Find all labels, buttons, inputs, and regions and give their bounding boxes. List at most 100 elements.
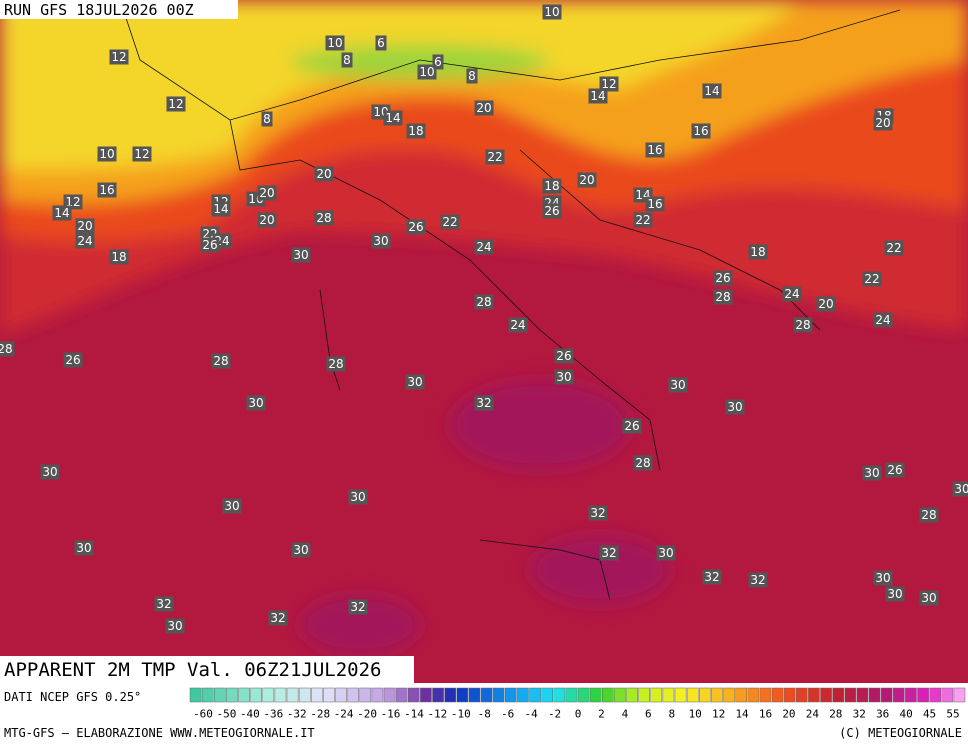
- scale-box: [189, 687, 202, 703]
- scale-tick-label: 10: [689, 708, 702, 721]
- contour-label: 14: [588, 88, 608, 104]
- scale-box: [456, 687, 469, 703]
- scale-box: [844, 687, 857, 703]
- label-text: 20: [316, 167, 331, 181]
- contour-label: 30: [885, 586, 905, 602]
- contour-label: 16: [645, 196, 665, 212]
- label-text: 32: [476, 396, 491, 410]
- scale-box: [650, 687, 663, 703]
- label-box: [816, 296, 836, 312]
- label-text: 26: [544, 204, 559, 218]
- label-box: [656, 545, 676, 561]
- scale-tick-label: -8: [478, 708, 491, 721]
- label-box: [554, 348, 574, 364]
- scale-tick-label: -36: [263, 708, 283, 721]
- label-text: 12: [601, 77, 616, 91]
- contour-label: 32: [268, 610, 288, 626]
- label-text: 14: [213, 202, 228, 216]
- label-box: [542, 178, 562, 194]
- scale-box: [905, 687, 917, 703]
- contour-label: 32: [702, 569, 722, 585]
- label-box: [314, 166, 334, 182]
- contour-label: 12: [166, 96, 186, 112]
- contour-label: 30: [74, 540, 94, 556]
- label-text: 8: [343, 53, 351, 67]
- scale-box: [626, 687, 638, 703]
- run-box: [0, 0, 238, 19]
- scale-box: [735, 687, 747, 703]
- scale-box: [262, 687, 275, 703]
- label-text: 28: [213, 354, 228, 368]
- contour-label: 30: [952, 481, 968, 497]
- label-box: [919, 507, 939, 523]
- label-box: [952, 481, 968, 497]
- map-title: APPARENT 2M TMP Val. 06Z21JUL2026: [4, 659, 382, 681]
- contour-label: 30: [862, 465, 882, 481]
- scale-box: [723, 687, 735, 703]
- scale-box: [711, 687, 723, 703]
- label-text: 10: [327, 36, 342, 50]
- scale-box: [286, 687, 299, 703]
- label-text: 26: [715, 271, 730, 285]
- label-box: [508, 317, 528, 333]
- label-box: [474, 395, 494, 411]
- label-box: [405, 374, 425, 390]
- contour-label: 14: [702, 83, 722, 99]
- contour-label: 18: [542, 178, 562, 194]
- label-box: [268, 610, 288, 626]
- contour-label: 30: [668, 377, 688, 393]
- label-text: 20: [818, 297, 833, 311]
- label-text: 28: [476, 295, 491, 309]
- label-box: [222, 498, 242, 514]
- scale-tick-label: -14: [404, 708, 424, 721]
- scale-tick-label: 2: [598, 708, 605, 721]
- contour-label: 26: [406, 219, 426, 235]
- label-box: [668, 377, 688, 393]
- label-text: 30: [373, 234, 388, 248]
- label-text: 16: [647, 143, 662, 157]
- scale-tick-label: 16: [759, 708, 772, 721]
- scale-box: [832, 687, 844, 703]
- contour-label: 24: [873, 312, 893, 328]
- label-text: 26: [65, 353, 80, 367]
- scale-box: [699, 687, 711, 703]
- label-box: [542, 4, 562, 20]
- label-text: 18: [408, 124, 423, 138]
- label-text: 30: [42, 465, 57, 479]
- contour-label: 22: [862, 271, 882, 287]
- label-box: [633, 212, 653, 228]
- contour-label: 32: [474, 395, 494, 411]
- contour-label: 32: [599, 545, 619, 561]
- label-text: 32: [270, 611, 285, 625]
- label-box: [793, 317, 813, 333]
- contour-label: 10: [325, 35, 345, 51]
- source: DATI NCEP GFS 0.25°: [4, 690, 141, 704]
- label-text: 28: [316, 211, 331, 225]
- label-text: 24: [476, 240, 491, 254]
- contour-label: 30: [291, 247, 311, 263]
- contour-label: 20: [577, 172, 597, 188]
- contour-label: 28: [713, 289, 733, 305]
- scale-box: [674, 687, 687, 703]
- label-text: 30: [670, 378, 685, 392]
- contour-label: 28: [633, 455, 653, 471]
- label-box: [348, 599, 368, 615]
- scale-tick-label: -16: [381, 708, 401, 721]
- label-text: 30: [76, 541, 91, 555]
- scale-box: [929, 687, 941, 703]
- label-box: [485, 149, 505, 165]
- label-box: [211, 353, 231, 369]
- label-text: 32: [590, 506, 605, 520]
- label-box: [326, 356, 346, 372]
- contour-label: 32: [154, 596, 174, 612]
- label-text: 14: [704, 84, 719, 98]
- contour-label: 22: [633, 212, 653, 228]
- label-box: [588, 505, 608, 521]
- scale-box: [589, 687, 602, 703]
- label-text: 30: [864, 466, 879, 480]
- contour-label: 22: [485, 149, 505, 165]
- label-text: 24: [784, 287, 799, 301]
- label-text: 30: [167, 619, 182, 633]
- run-label: RUN GFS 18JUL2026 00Z: [4, 1, 194, 19]
- label-text: 32: [350, 600, 365, 614]
